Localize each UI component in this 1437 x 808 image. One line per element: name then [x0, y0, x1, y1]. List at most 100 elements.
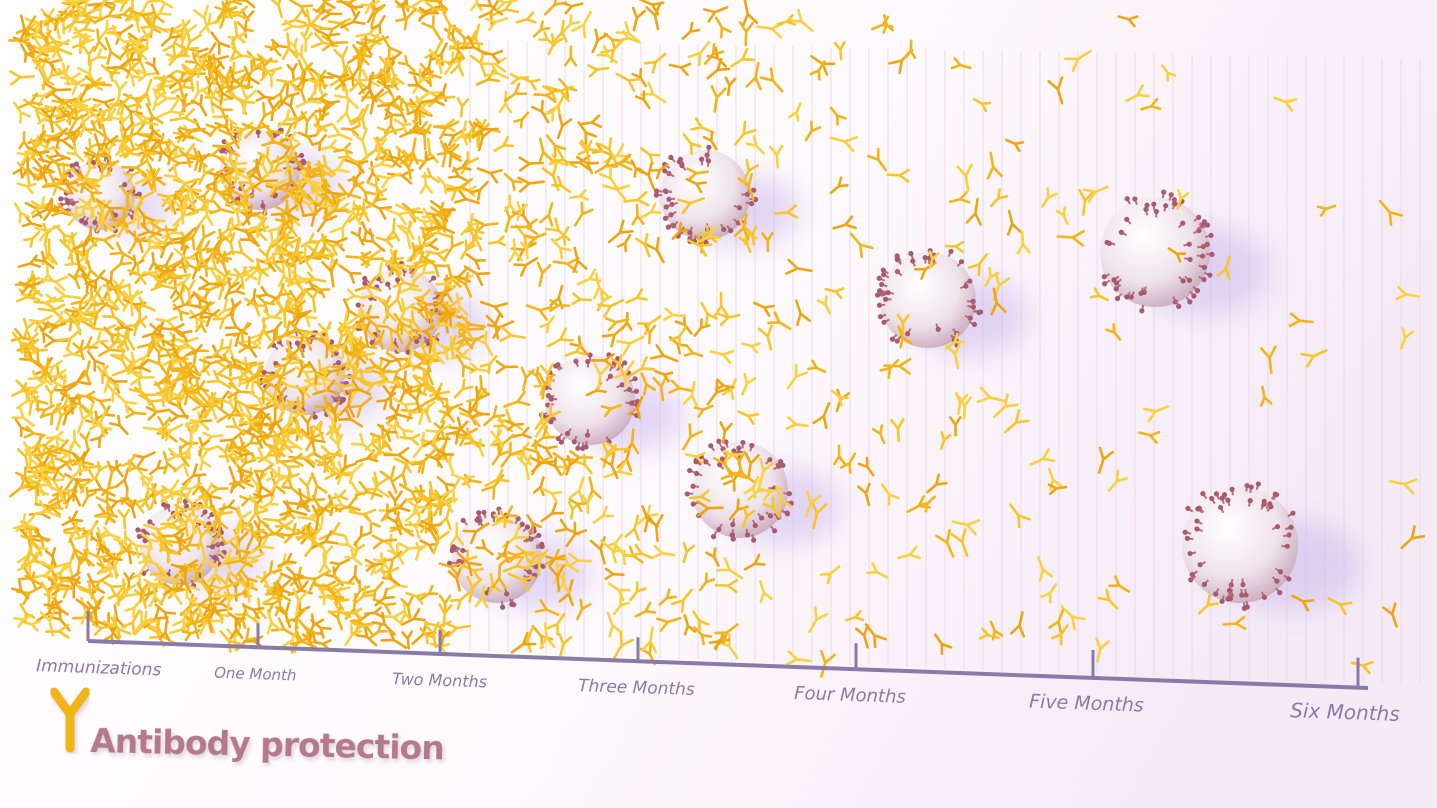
antibody [412, 261, 435, 282]
antibody [339, 0, 364, 19]
antibody [24, 42, 49, 57]
timeline-label: Six Months [1290, 698, 1400, 726]
virus-spike-head [1239, 592, 1245, 598]
antibody [215, 80, 234, 106]
virus-spike-head [294, 340, 301, 346]
antibody [240, 580, 254, 603]
antibody [229, 446, 246, 467]
antibody [182, 28, 202, 58]
antibody [43, 198, 63, 221]
antibody [833, 444, 846, 466]
antibody [45, 39, 70, 59]
antibody [347, 175, 365, 198]
antibody [460, 35, 488, 56]
antibody [567, 552, 592, 568]
antibody [43, 600, 63, 615]
antibody [318, 522, 346, 541]
antibody [295, 524, 323, 548]
antibody [513, 256, 539, 277]
virus-spike-head [555, 435, 561, 442]
antibody [105, 24, 124, 42]
virus-spike-head [970, 298, 976, 304]
virus-spike-head [92, 219, 98, 226]
antibody [95, 490, 115, 516]
antibody [131, 111, 159, 128]
antibody [58, 9, 79, 23]
antibody [477, 0, 504, 16]
virus-spike-head [1194, 518, 1200, 524]
antibody [448, 37, 470, 51]
antibody [631, 68, 647, 88]
antibody [82, 45, 96, 67]
antibody [394, 0, 408, 20]
antibody [184, 51, 206, 71]
antibody [640, 372, 657, 396]
antibody [200, 485, 222, 508]
virus-spike-head [261, 369, 267, 375]
antibody [43, 12, 66, 27]
antibody [173, 248, 197, 270]
antibody [198, 162, 215, 185]
antibody [353, 585, 375, 606]
antibody [175, 128, 194, 140]
antibody [328, 601, 352, 619]
virus-spike-head [1196, 214, 1202, 220]
antibody [480, 56, 507, 73]
antibody [795, 299, 811, 327]
antibody [447, 567, 462, 592]
antibody [118, 112, 131, 133]
antibody [534, 411, 551, 438]
antibody [829, 136, 858, 153]
virus-spike-head [963, 283, 969, 289]
antibody [318, 179, 335, 207]
antibody [425, 424, 452, 444]
antibody [627, 395, 644, 420]
antibody [420, 519, 443, 536]
antibody [238, 418, 260, 431]
antibody [40, 561, 70, 579]
antibody [408, 119, 430, 133]
antibody [212, 140, 236, 155]
antibody [424, 38, 444, 65]
antibody [69, 460, 90, 481]
antibody [260, 522, 290, 540]
antibody [34, 499, 63, 516]
virus-spike-head [571, 439, 577, 445]
antibody [340, 10, 366, 29]
virus-body [265, 335, 345, 415]
antibody [196, 524, 212, 550]
antibody [630, 543, 654, 560]
antibody [361, 285, 386, 303]
antibody [107, 332, 127, 351]
antibody [199, 358, 224, 373]
antibody [340, 124, 361, 137]
virus [684, 438, 794, 543]
virus-spike-head [1172, 201, 1178, 207]
antibody [223, 591, 237, 614]
antibody [47, 127, 68, 149]
antibody [225, 417, 247, 435]
antibody [272, 578, 292, 597]
antibody [688, 489, 711, 503]
antibody [267, 98, 281, 122]
antibody [756, 22, 785, 39]
antibody [110, 616, 132, 643]
timeline-label: One Month [214, 664, 297, 685]
antibody [348, 382, 364, 406]
antibody [536, 261, 552, 287]
antibody [281, 478, 301, 496]
virus-spike-head [1153, 208, 1159, 215]
antibody [767, 311, 792, 331]
antibody [35, 404, 55, 419]
antibody [944, 240, 965, 253]
antibody [274, 199, 294, 225]
antibody [539, 622, 556, 650]
virus-spike-head [767, 513, 774, 519]
antibody [1197, 594, 1219, 615]
antibody [904, 39, 917, 60]
antibody [897, 325, 913, 349]
antibody [594, 155, 619, 174]
antibody [264, 418, 284, 435]
legend-label: Antibody protection [90, 721, 444, 767]
antibody [94, 503, 119, 518]
